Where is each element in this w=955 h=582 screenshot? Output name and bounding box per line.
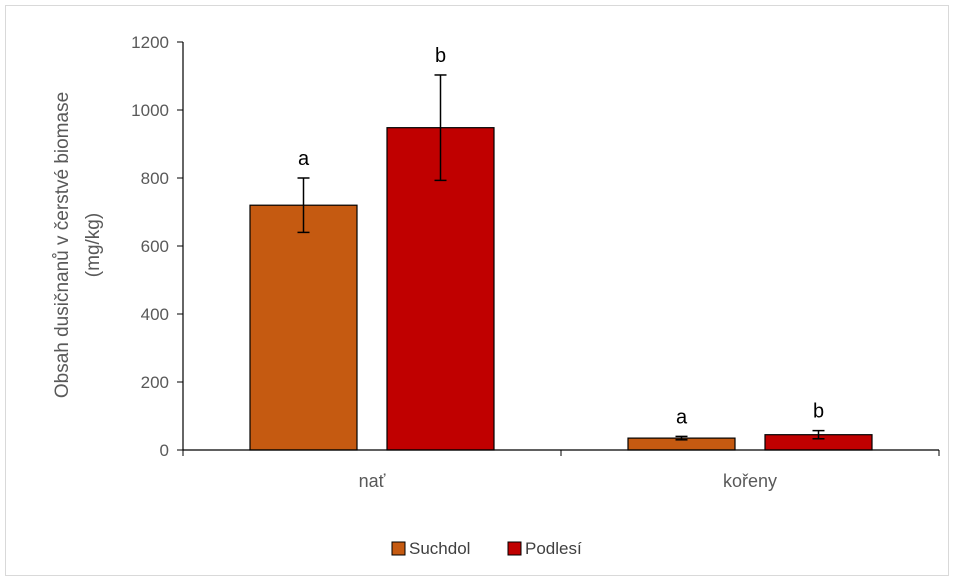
legend-swatch-podlesí bbox=[507, 541, 522, 556]
significance-label: a bbox=[676, 406, 688, 428]
y-tick-label: 1200 bbox=[131, 33, 169, 52]
bar-podlesí-0 bbox=[386, 127, 495, 451]
y-axis-title: Obsah dusičnanů v čerstvé biomase (mg/kg) bbox=[52, 92, 104, 398]
legend-label: Podlesí bbox=[525, 539, 582, 558]
x-category-label: nať bbox=[359, 471, 386, 491]
axes bbox=[182, 42, 940, 456]
significance-label: b bbox=[435, 45, 446, 67]
legend-swatch-suchdol bbox=[391, 541, 406, 556]
x-category-label: kořeny bbox=[723, 471, 777, 491]
y-tick-label: 200 bbox=[141, 373, 169, 392]
significance-label: b bbox=[813, 401, 824, 423]
significance-label: a bbox=[298, 148, 310, 170]
bars: a b a b bbox=[249, 45, 873, 451]
y-tick-label: 800 bbox=[141, 169, 169, 188]
y-axis-ticks: 0 200 400 600 800 1000 1200 bbox=[131, 33, 183, 460]
y-axis-title-line: (mg/kg) bbox=[83, 213, 104, 277]
y-axis-title-line: Obsah dusičnanů v čerstvé biomase bbox=[52, 92, 73, 398]
bar-suchdol-0 bbox=[249, 204, 358, 451]
y-tick-label: 400 bbox=[141, 305, 169, 324]
y-tick-label: 0 bbox=[160, 441, 169, 460]
x-axis-labels: nať kořeny bbox=[359, 471, 777, 491]
legend: Suchdol Podlesí bbox=[391, 539, 582, 558]
y-tick-label: 1000 bbox=[131, 101, 169, 120]
y-tick-label: 600 bbox=[141, 237, 169, 256]
legend-label: Suchdol bbox=[409, 539, 470, 558]
